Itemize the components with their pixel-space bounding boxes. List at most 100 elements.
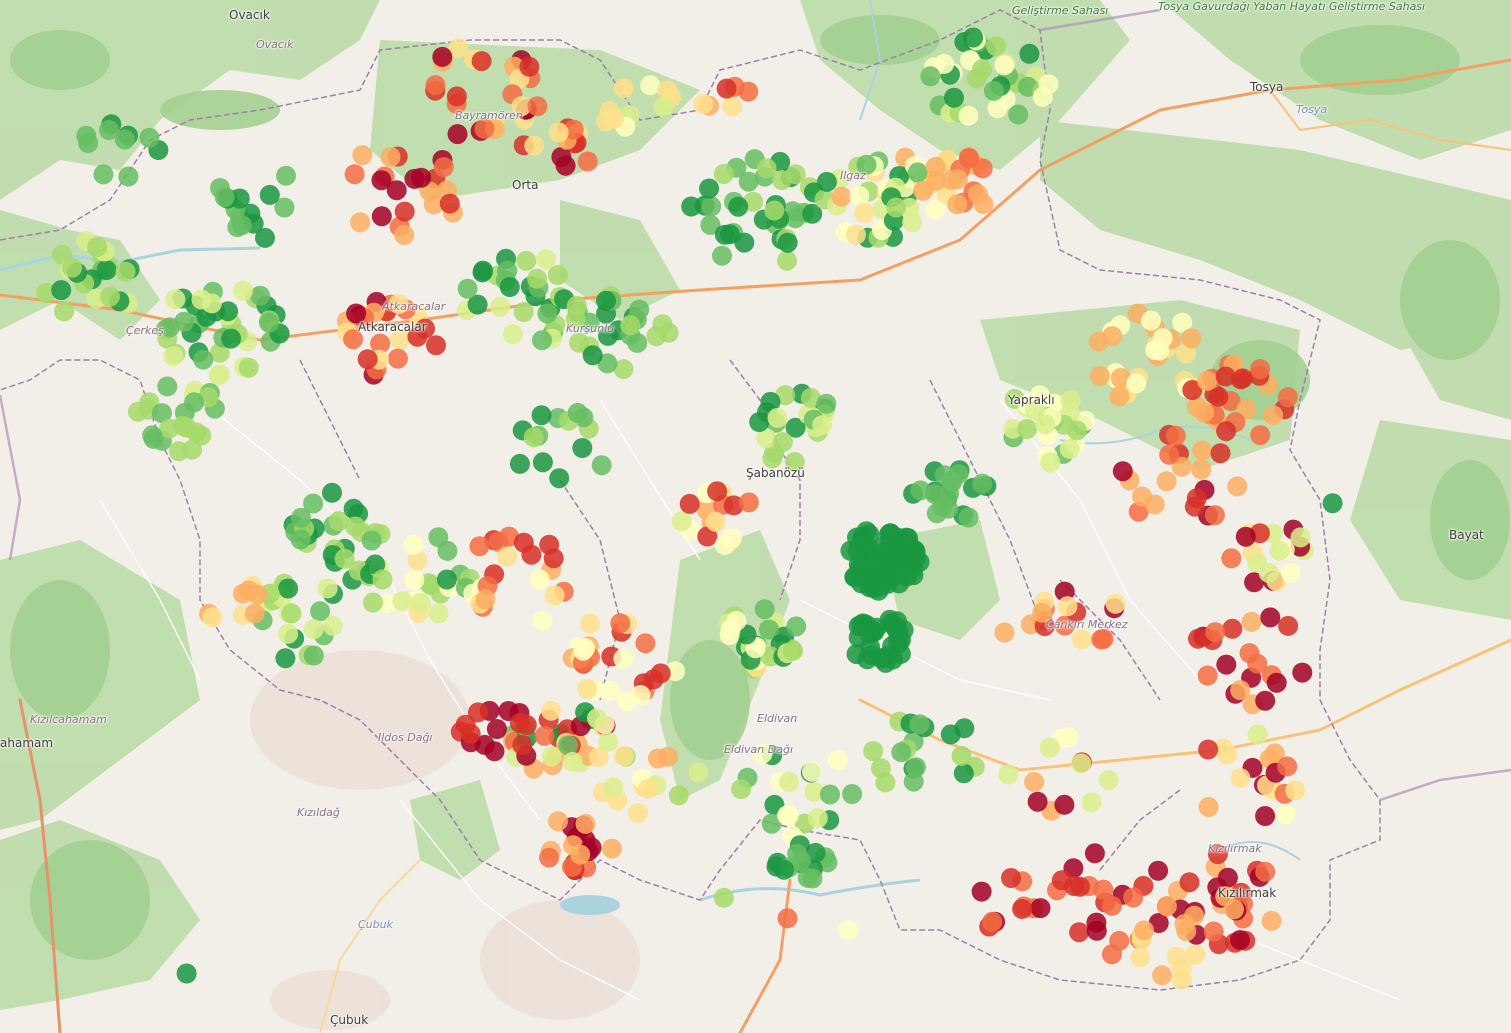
- map-marker[interactable]: [1176, 343, 1197, 364]
- map-marker[interactable]: [1255, 806, 1276, 826]
- map-marker[interactable]: [1171, 969, 1192, 990]
- map-marker[interactable]: [99, 120, 119, 140]
- map-marker[interactable]: [446, 86, 467, 107]
- map-marker[interactable]: [1070, 876, 1090, 897]
- map-marker[interactable]: [201, 293, 222, 314]
- map-marker[interactable]: [705, 511, 726, 532]
- map-marker[interactable]: [613, 648, 634, 669]
- map-marker[interactable]: [1216, 654, 1237, 675]
- map-marker[interactable]: [679, 493, 700, 514]
- map-marker[interactable]: [958, 105, 979, 126]
- map-marker[interactable]: [96, 260, 117, 280]
- map-marker[interactable]: [1247, 552, 1268, 573]
- map-marker[interactable]: [587, 708, 607, 729]
- map-marker[interactable]: [1130, 947, 1151, 968]
- map-marker[interactable]: [209, 342, 230, 363]
- map-marker[interactable]: [1207, 844, 1228, 865]
- map-marker[interactable]: [1057, 596, 1078, 617]
- map-marker[interactable]: [428, 527, 449, 548]
- map-marker[interactable]: [1290, 527, 1311, 548]
- map-marker[interactable]: [303, 619, 324, 640]
- map-marker[interactable]: [853, 613, 874, 634]
- map-marker[interactable]: [229, 188, 250, 209]
- map-marker[interactable]: [1235, 526, 1256, 547]
- map-marker[interactable]: [1197, 665, 1218, 686]
- map-marker[interactable]: [291, 507, 311, 528]
- map-marker[interactable]: [712, 245, 732, 266]
- map-marker[interactable]: [983, 80, 1004, 101]
- map-marker[interactable]: [1051, 870, 1072, 891]
- map-marker[interactable]: [920, 66, 941, 87]
- map-marker[interactable]: [777, 250, 797, 271]
- map-marker[interactable]: [620, 315, 641, 336]
- map-marker[interactable]: [184, 392, 205, 413]
- map-marker[interactable]: [1176, 921, 1197, 942]
- map-marker[interactable]: [371, 170, 392, 191]
- map-marker[interactable]: [596, 290, 616, 311]
- map-marker[interactable]: [1185, 944, 1206, 965]
- map-marker[interactable]: [719, 224, 740, 245]
- map-marker[interactable]: [539, 847, 560, 868]
- map-marker[interactable]: [278, 623, 299, 644]
- map-marker[interactable]: [756, 428, 777, 448]
- map-marker[interactable]: [565, 309, 586, 329]
- map-marker[interactable]: [469, 536, 490, 557]
- map-marker[interactable]: [231, 215, 252, 236]
- map-marker[interactable]: [653, 97, 674, 117]
- map-marker[interactable]: [1109, 386, 1130, 407]
- map-marker[interactable]: [218, 301, 239, 322]
- map-marker[interactable]: [1144, 494, 1165, 515]
- map-marker[interactable]: [804, 782, 825, 802]
- map-marker[interactable]: [563, 119, 584, 140]
- map-marker[interactable]: [774, 859, 794, 880]
- map-marker[interactable]: [570, 844, 591, 865]
- map-marker[interactable]: [613, 746, 634, 767]
- map-marker[interactable]: [1255, 861, 1276, 882]
- map-marker[interactable]: [1159, 444, 1180, 465]
- map-marker[interactable]: [1040, 452, 1061, 473]
- map-marker[interactable]: [1093, 628, 1114, 649]
- map-marker[interactable]: [863, 568, 884, 588]
- map-marker[interactable]: [1054, 794, 1075, 815]
- map-marker[interactable]: [994, 622, 1015, 643]
- map-marker[interactable]: [365, 554, 386, 575]
- map-marker[interactable]: [951, 745, 972, 766]
- map-marker[interactable]: [486, 719, 507, 739]
- map-marker[interactable]: [759, 619, 779, 640]
- map-marker[interactable]: [998, 764, 1019, 785]
- map-marker[interactable]: [714, 535, 735, 555]
- map-marker[interactable]: [1292, 662, 1313, 683]
- map-marker[interactable]: [1197, 370, 1218, 391]
- map-marker[interactable]: [728, 196, 749, 217]
- map-marker[interactable]: [527, 96, 548, 117]
- map-marker[interactable]: [1181, 328, 1202, 349]
- map-marker[interactable]: [502, 324, 523, 345]
- map-marker[interactable]: [87, 237, 108, 257]
- map-marker[interactable]: [176, 963, 197, 984]
- map-marker[interactable]: [36, 283, 57, 304]
- map-marker[interactable]: [1210, 443, 1231, 464]
- map-marker[interactable]: [541, 746, 562, 767]
- map-marker[interactable]: [650, 663, 671, 684]
- map-marker[interactable]: [439, 193, 460, 214]
- map-marker[interactable]: [536, 249, 556, 270]
- map-marker[interactable]: [613, 359, 634, 380]
- map-marker[interactable]: [579, 613, 600, 634]
- map-marker[interactable]: [474, 118, 495, 139]
- map-marker[interactable]: [760, 391, 781, 412]
- map-marker[interactable]: [926, 503, 947, 524]
- map-marker[interactable]: [971, 881, 992, 902]
- map-marker[interactable]: [752, 743, 773, 764]
- map-marker[interactable]: [62, 257, 82, 278]
- map-marker[interactable]: [182, 439, 203, 460]
- map-marker[interactable]: [274, 197, 295, 218]
- map-marker[interactable]: [1198, 797, 1219, 817]
- map-marker[interactable]: [547, 265, 568, 285]
- map-marker[interactable]: [688, 762, 709, 783]
- map-marker[interactable]: [411, 167, 432, 188]
- map-marker[interactable]: [259, 184, 280, 205]
- map-marker[interactable]: [1192, 440, 1213, 461]
- map-marker[interactable]: [944, 87, 964, 108]
- map-marker[interactable]: [1071, 753, 1092, 774]
